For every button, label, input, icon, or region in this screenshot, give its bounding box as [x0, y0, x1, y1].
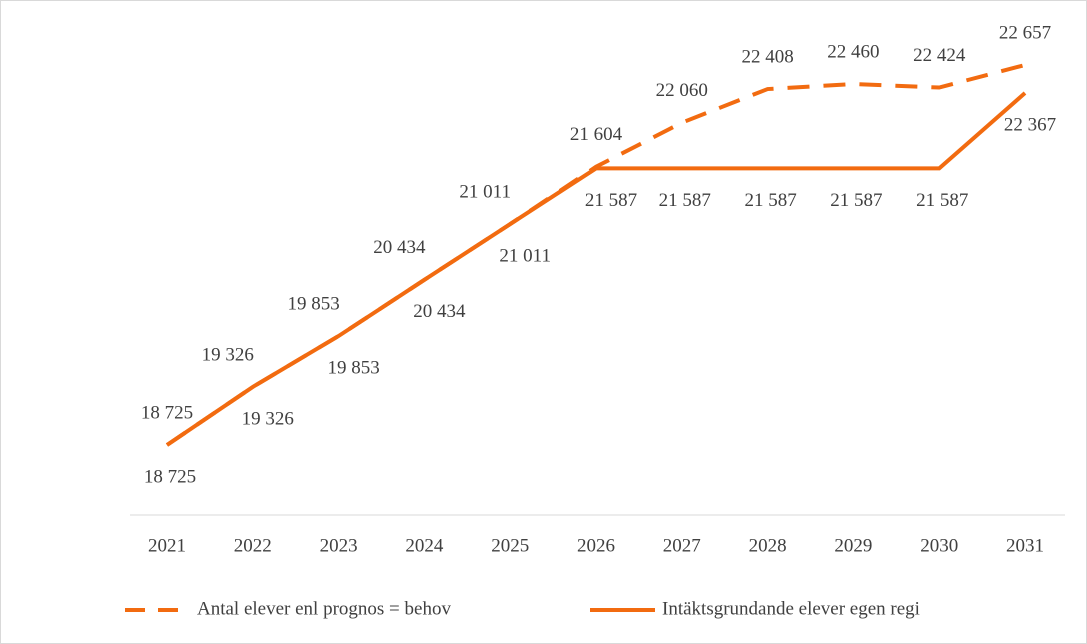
data-label: 19 853 — [327, 357, 379, 378]
data-label: 19 853 — [287, 293, 339, 314]
x-tick-label: 2022 — [234, 535, 272, 556]
data-label: 18 725 — [141, 402, 193, 423]
data-label: 18 725 — [144, 466, 196, 487]
line — [165, 91, 1027, 447]
data-label: 22 060 — [656, 80, 708, 101]
data-label: 22 657 — [999, 22, 1051, 43]
data-label: 20 434 — [373, 237, 426, 258]
x-tick-label: 2023 — [320, 535, 358, 556]
data-label: 21 587 — [585, 190, 637, 211]
data-label: 21 587 — [744, 190, 796, 211]
x-tick-label: 2027 — [663, 535, 701, 556]
legend-label: Antal elever enl prognos = behov — [197, 598, 451, 619]
line — [165, 63, 1026, 447]
x-tick-label: 2030 — [920, 535, 958, 556]
data-label: 22 367 — [1004, 114, 1056, 135]
data-label: 21 011 — [459, 181, 511, 202]
data-label: 19 326 — [242, 408, 294, 429]
x-tick-label: 2021 — [148, 535, 186, 556]
x-tick-label: 2029 — [834, 535, 872, 556]
data-label: 21 587 — [830, 190, 882, 211]
x-tick-label: 2031 — [1006, 535, 1044, 556]
data-label: 21 011 — [499, 245, 551, 266]
data-label: 21 587 — [659, 190, 711, 211]
data-label: 22 424 — [913, 45, 966, 66]
x-tick-label: 2028 — [749, 535, 787, 556]
data-label: 20 434 — [413, 301, 466, 322]
data-label: 19 326 — [202, 344, 254, 365]
data-label: 22 460 — [827, 41, 879, 62]
x-tick-label: 2024 — [405, 535, 444, 556]
data-label: 21 587 — [916, 190, 968, 211]
data-label: 21 604 — [570, 124, 623, 145]
x-tick-label: 2025 — [491, 535, 529, 556]
x-tick-label: 2026 — [577, 535, 615, 556]
data-label: 22 408 — [741, 46, 793, 67]
legend-label: Intäktsgrundande elever egen regi — [662, 598, 920, 619]
